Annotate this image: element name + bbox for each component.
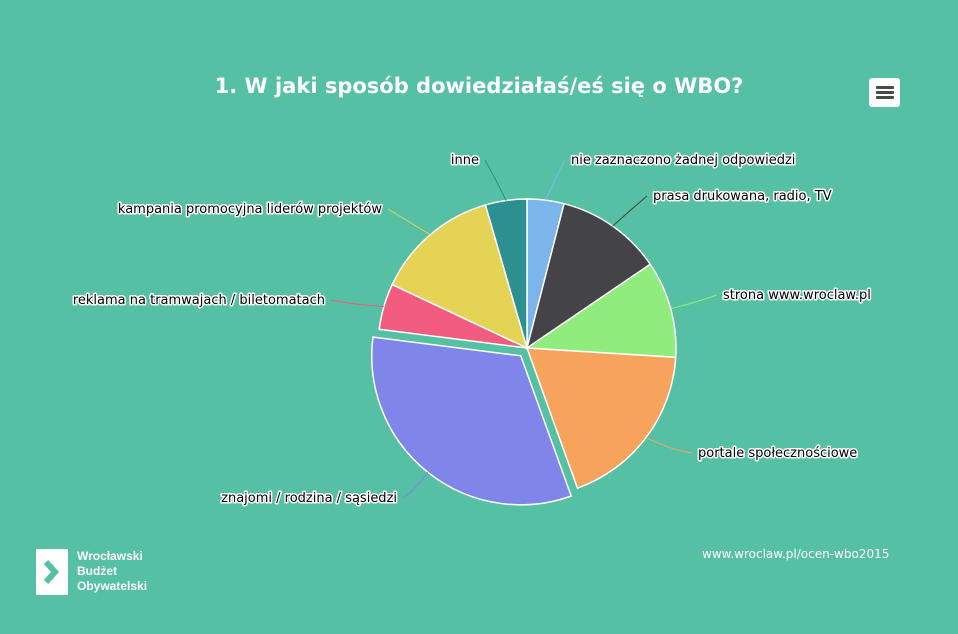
data-label-nie-zaznaczono-zadnej-odpowiedzi: nie zaznaczono żadnej odpowiedzi <box>571 153 795 168</box>
logo-text: Wrocławski Budżet Obywatelski <box>77 549 147 594</box>
hamburger-menu-icon <box>876 86 894 89</box>
logo-line-1: Wrocławski <box>77 549 143 563</box>
source-url: www.wroclaw.pl/ocen-wbo2015 <box>702 547 890 561</box>
hamburger-menu-icon-bar <box>876 96 894 99</box>
data-label-inne: inne <box>451 153 479 168</box>
connector-reklama-na-tramwajach-biletomatach <box>330 299 384 307</box>
pie-slice-kampania-promocyjna-liderow-projektow[interactable] <box>391 203 529 350</box>
logo-line-3: Obywatelski <box>77 579 148 593</box>
connector-prasa-drukowana-radio-tv <box>612 195 648 227</box>
data-label-portale-spolecznosciowe: portale społecznościowe <box>698 446 857 461</box>
connector-kampania-promocyjna-liderow-projektow <box>387 208 431 236</box>
connector-strona-www-wroclaw-pl <box>670 294 718 310</box>
connector-znajomi-rodzina-sasiedzi <box>402 471 428 499</box>
data-label-znajomi-rodzina-sasiedzi: znajomi / rodzina / sąsiedzi <box>221 491 397 506</box>
connector-inne <box>484 159 507 201</box>
chart-title: 1. W jaki sposób dowiedziałaś/eś się o W… <box>214 74 744 98</box>
connector-nie-zaznaczono-zadnej-odpowiedzi <box>545 159 566 201</box>
logo-line-2: Budżet <box>77 564 117 578</box>
data-label-reklama-na-tramwajach-biletomatach: reklama na tramwajach / biletomatach <box>73 293 325 308</box>
pie-slice-strona-www-wroclaw-pl[interactable] <box>524 263 677 359</box>
data-label-kampania-promocyjna-liderow-projektow: kampania promocyjna liderów projektów <box>118 202 382 217</box>
chart-menu-button[interactable] <box>869 78 900 107</box>
data-label-prasa-drukowana-radio-tv: prasa drukowana, radio, TV <box>653 189 832 204</box>
pie-slice-prasa-drukowana-radio-tv[interactable] <box>525 202 652 350</box>
data-label-strona-www-wroclaw-pl: strona www.wroclaw.pl <box>723 288 871 303</box>
hamburger-menu-icon-bar <box>876 91 894 94</box>
logo-mark <box>36 549 68 595</box>
pie-slice-inne[interactable] <box>484 198 528 349</box>
wbo-logo: Wrocławski Budżet Obywatelski <box>36 549 156 599</box>
connector-portale-spolecznosciowe <box>645 437 693 454</box>
pie-slice-portale-spolecznosciowe[interactable] <box>525 347 677 490</box>
